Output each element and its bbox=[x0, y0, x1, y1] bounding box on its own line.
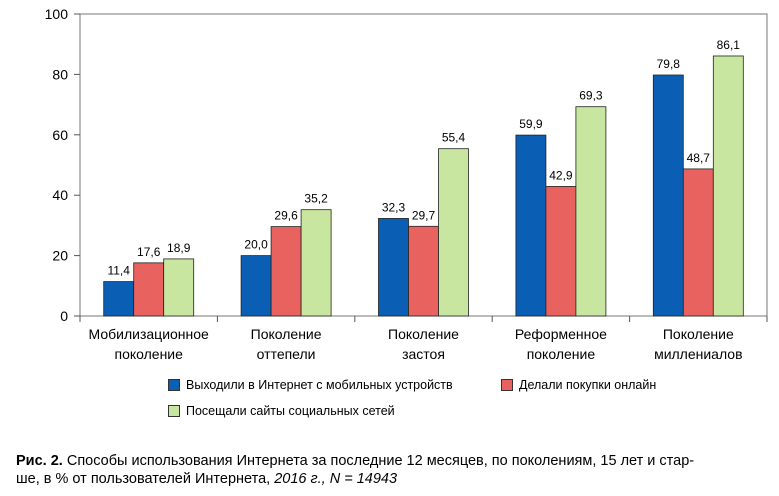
legend-swatch-mobile bbox=[168, 379, 180, 391]
bar bbox=[712, 55, 744, 317]
x-category-label: Поколение bbox=[663, 326, 734, 342]
data-label: 29,6 bbox=[274, 209, 298, 223]
x-category-label: оттепели bbox=[257, 346, 316, 362]
data-label: 20,0 bbox=[244, 238, 268, 252]
data-label: 18,9 bbox=[167, 241, 191, 255]
legend-item-social: Посещали сайты социальных сетей bbox=[168, 404, 395, 418]
data-label: 29,7 bbox=[412, 208, 436, 222]
x-category-label: Мобилизационное bbox=[89, 326, 210, 342]
bar bbox=[652, 74, 684, 317]
bar bbox=[163, 258, 195, 317]
caption-line-2: ше, в % от пользователей Интернета, 2016… bbox=[16, 470, 768, 488]
data-label: 35,2 bbox=[304, 192, 328, 206]
data-label: 48,7 bbox=[687, 151, 711, 165]
x-category-label: Поколение bbox=[251, 326, 322, 342]
caption-line-1: Рис. 2. Способы использования Интернета … bbox=[16, 452, 768, 470]
bar bbox=[408, 225, 439, 317]
x-category-label: поколение bbox=[114, 346, 183, 362]
bar bbox=[575, 106, 607, 317]
caption-text-1: Способы использования Интернета за после… bbox=[66, 453, 695, 469]
bar bbox=[270, 226, 302, 317]
x-category-label: миллениалов bbox=[654, 346, 742, 362]
x-category-label: поколение bbox=[527, 346, 596, 362]
legend-label-social: Посещали сайты социальных сетей bbox=[186, 404, 395, 418]
bar-chart: 0 20 40 60 80 100 11,4 17,6 18,9 Мобилизационное п… bbox=[45, 6, 768, 362]
y-tick-label: 80 bbox=[52, 66, 68, 82]
x-category-label: застоя bbox=[402, 346, 445, 362]
data-label: 79,8 bbox=[657, 57, 681, 71]
data-label: 42,9 bbox=[549, 168, 573, 182]
legend-label-purchases: Делали покупки онлайн bbox=[519, 378, 657, 392]
y-tick-label: 40 bbox=[52, 187, 68, 203]
legend-item-purchases: Делали покупки онлайн bbox=[501, 378, 656, 392]
data-label: 17,6 bbox=[137, 245, 161, 259]
legend-swatch-social bbox=[168, 405, 180, 417]
bar bbox=[378, 218, 409, 317]
caption-figure-label: Рис. 2. bbox=[16, 453, 63, 469]
x-category-label: Реформенное bbox=[515, 326, 607, 342]
bar bbox=[515, 134, 547, 317]
y-tick-label: 60 bbox=[52, 127, 68, 143]
legend-item-mobile: Выходили в Интернет с мобильных устройст… bbox=[168, 378, 453, 392]
bar bbox=[240, 255, 272, 317]
figure-caption: Рис. 2. Способы использования Интернета … bbox=[16, 452, 768, 488]
x-category-label: Поколение bbox=[388, 326, 459, 342]
legend-swatch-purchases bbox=[501, 379, 513, 391]
legend-label-mobile: Выходили в Интернет с мобильных устройст… bbox=[186, 378, 453, 392]
bar bbox=[133, 262, 165, 317]
bar bbox=[682, 168, 714, 317]
y-tick-label: 20 bbox=[52, 248, 68, 264]
data-label: 32,3 bbox=[382, 200, 406, 214]
caption-meta: 2016 г., N = 14943 bbox=[274, 471, 398, 487]
bar bbox=[438, 148, 469, 317]
data-label: 11,4 bbox=[107, 264, 130, 278]
data-label: 86,1 bbox=[717, 38, 741, 52]
bar bbox=[545, 186, 577, 317]
data-label: 69,3 bbox=[579, 89, 603, 103]
y-tick-label: 100 bbox=[45, 6, 69, 22]
bar bbox=[103, 281, 135, 317]
y-tick-label: 0 bbox=[60, 308, 68, 324]
caption-text-2: ше, в % от пользователей Интернета, bbox=[16, 471, 271, 487]
data-label: 55,4 bbox=[442, 131, 466, 145]
data-label: 59,9 bbox=[519, 117, 543, 131]
bar bbox=[300, 209, 332, 317]
